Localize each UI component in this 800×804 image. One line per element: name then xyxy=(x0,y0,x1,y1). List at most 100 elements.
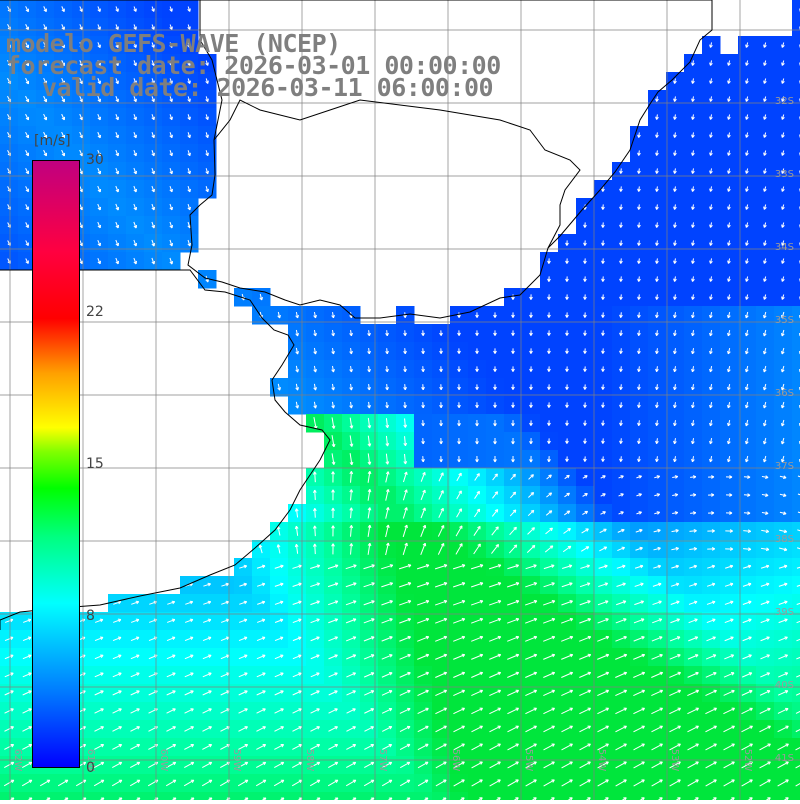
wind-cell xyxy=(774,792,793,800)
wind-cell xyxy=(792,504,800,523)
wind-cell xyxy=(792,414,800,433)
wind-cell xyxy=(72,792,91,800)
wind-cell xyxy=(792,486,800,505)
wind-cell xyxy=(792,342,800,361)
wind-cell xyxy=(792,432,800,451)
wind-cell xyxy=(792,252,800,271)
wind-cell xyxy=(594,792,613,800)
wind-cell xyxy=(612,792,631,800)
colorbar-tick: 8 xyxy=(86,608,95,624)
latitude-label: 36S xyxy=(775,388,794,399)
wind-cell xyxy=(792,126,800,145)
wind-cell xyxy=(792,216,800,235)
wind-cell xyxy=(792,72,800,91)
latitude-label: 41S xyxy=(775,753,794,764)
colorbar-tick: 0 xyxy=(86,760,95,776)
latitude-label: 39S xyxy=(775,607,794,618)
longitude-label: 62W xyxy=(12,749,23,772)
wind-cell xyxy=(216,792,235,800)
colorbar xyxy=(32,160,80,768)
wind-cell xyxy=(504,792,523,800)
wind-cell xyxy=(486,792,505,800)
longitude-label: 58W xyxy=(304,749,315,772)
wind-cell xyxy=(792,54,800,73)
wind-cell xyxy=(792,198,800,217)
longitude-label: 57W xyxy=(377,749,388,772)
wind-cell xyxy=(180,792,199,800)
wind-cell xyxy=(792,774,800,793)
longitude-label: 53W xyxy=(669,749,680,772)
wind-cell xyxy=(252,792,271,800)
longitude-label: 60W xyxy=(158,749,169,772)
latitude-label: 37S xyxy=(775,461,794,472)
wind-cell xyxy=(720,792,739,800)
wind-cell xyxy=(306,792,325,800)
wind-cell xyxy=(684,792,703,800)
colorbar-tick: 22 xyxy=(86,304,104,320)
wind-cell xyxy=(792,792,800,800)
wind-cell xyxy=(0,792,19,800)
latitude-label: 40S xyxy=(775,680,794,691)
wind-cell xyxy=(360,792,379,800)
wind-cell xyxy=(558,792,577,800)
wind-cell xyxy=(630,792,649,800)
wind-cell xyxy=(792,18,800,37)
wind-cell xyxy=(234,792,253,800)
wind-cell xyxy=(414,792,433,800)
longitude-label: 52W xyxy=(742,749,753,772)
wind-cell xyxy=(522,792,541,800)
wind-cell xyxy=(270,792,289,800)
wind-cell xyxy=(756,792,775,800)
longitude-label: 55W xyxy=(523,749,534,772)
wind-cell xyxy=(792,270,800,289)
wind-cell xyxy=(324,792,343,800)
valid-date: valid date: 2026-03-11 06:00:00 xyxy=(42,75,493,100)
wind-cell xyxy=(792,0,800,19)
wind-cell xyxy=(792,360,800,379)
wind-cell xyxy=(702,792,721,800)
wind-cell xyxy=(126,792,145,800)
latitude-label: 38S xyxy=(775,534,794,545)
latitude-label: 32S xyxy=(775,96,794,107)
border-line xyxy=(214,100,580,248)
wind-cell xyxy=(162,792,181,800)
wind-cell xyxy=(738,792,757,800)
wind-cell xyxy=(648,792,667,800)
wind-cell xyxy=(18,792,37,800)
wind-cell xyxy=(342,792,361,800)
colorbar-tick: 30 xyxy=(86,152,104,168)
wind-cell xyxy=(198,792,217,800)
wind-cell xyxy=(36,792,55,800)
wind-cell xyxy=(792,648,800,667)
wind-cell xyxy=(108,792,127,800)
wind-cell xyxy=(792,144,800,163)
wind-cell xyxy=(576,792,595,800)
wind-cell xyxy=(666,792,685,800)
wind-cell xyxy=(468,792,487,800)
wind-cell xyxy=(792,720,800,739)
wind-cell xyxy=(792,630,800,649)
wind-cell xyxy=(792,36,800,55)
wind-cell xyxy=(792,108,800,127)
latitude-label: 33S xyxy=(775,169,794,180)
wind-cell xyxy=(540,792,559,800)
colorbar-tick: 15 xyxy=(86,456,104,472)
wind-cell xyxy=(792,702,800,721)
latitude-label: 34S xyxy=(775,242,794,253)
wind-cell xyxy=(450,792,469,800)
longitude-label: 59W xyxy=(231,749,242,772)
wind-cell xyxy=(396,792,415,800)
latitude-label: 35S xyxy=(775,315,794,326)
longitude-label: 54W xyxy=(596,749,607,772)
wind-cell xyxy=(792,324,800,343)
wind-cell xyxy=(144,792,163,800)
wind-cell xyxy=(792,180,800,199)
wind-cell xyxy=(288,792,307,800)
wind-cell xyxy=(54,792,73,800)
wind-cell xyxy=(378,792,397,800)
wind-cell xyxy=(792,288,800,307)
wind-cell xyxy=(90,792,109,800)
